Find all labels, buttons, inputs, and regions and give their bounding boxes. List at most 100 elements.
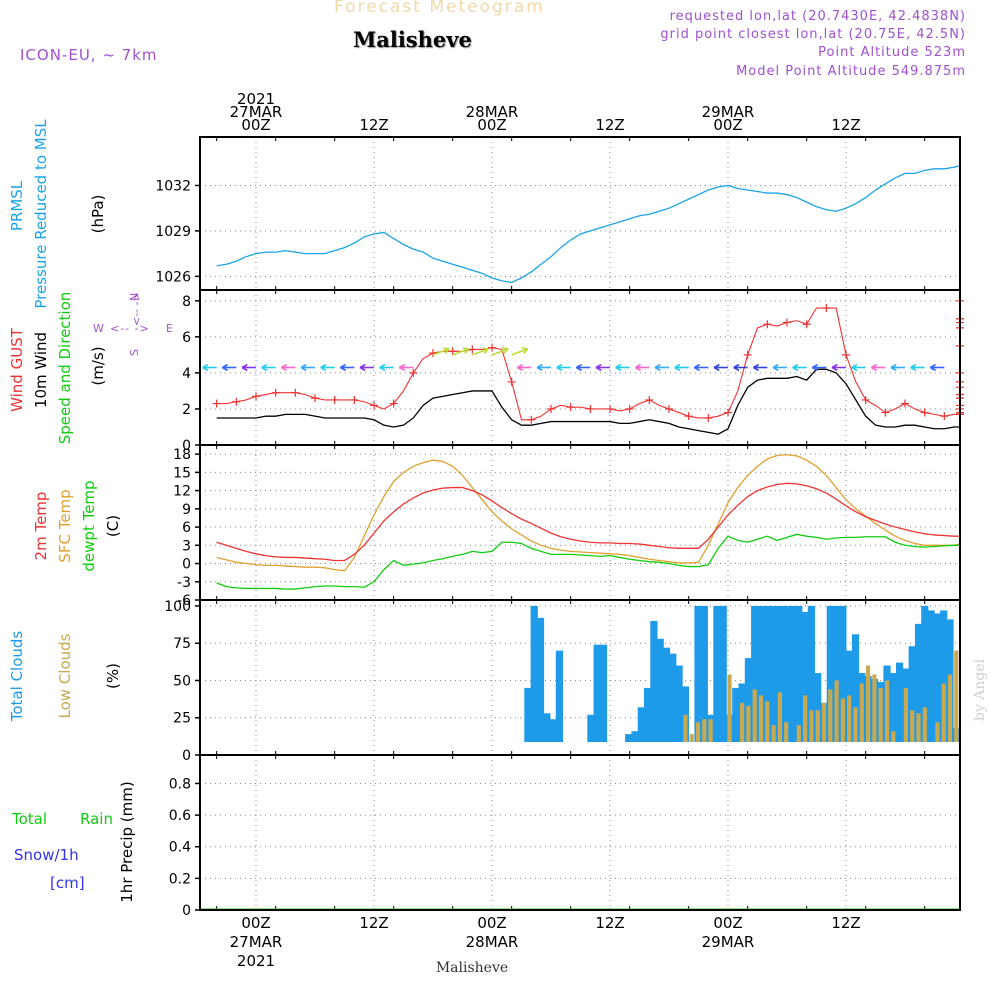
wind-direction-arrow: [929, 363, 945, 372]
total-cloud-bar: [555, 650, 563, 742]
low-cloud-bar: [746, 705, 751, 742]
wind-direction-arrow: [890, 363, 905, 372]
total-cloud-bar: [694, 605, 702, 742]
wind-arrow-shaft: [452, 348, 469, 356]
wind-direction-arrow: [398, 363, 414, 372]
low-cloud-bar: [941, 683, 946, 742]
pressure-label-short: PRMSL: [8, 180, 26, 231]
time-label-bottom: 12Z: [595, 914, 624, 932]
y-tick-label: 8: [182, 294, 191, 310]
wind-arrow-head: [442, 347, 450, 354]
y-tick-label: 0.4: [169, 840, 191, 856]
y-tick-label: 6: [182, 520, 191, 536]
low-cloud-bar: [859, 683, 864, 742]
low-cloud-bar: [758, 695, 764, 742]
gust-marker: [625, 404, 634, 413]
total-cloud-bar: [637, 707, 645, 742]
wind-direction-arrow: [615, 363, 630, 372]
wind-arrow-head: [792, 363, 799, 372]
total-clouds-axis-label: Total Clouds: [8, 631, 26, 723]
gust-marker: [940, 412, 949, 421]
gust-marker: [350, 395, 359, 404]
wind-direction-arrow: [634, 363, 650, 372]
total-cloud-bar: [801, 611, 809, 742]
total-cloud-bar: [927, 610, 935, 742]
y-tick-label: 12: [173, 484, 191, 500]
wind-direction-arrow: [733, 363, 748, 372]
low-cloud-bar: [809, 710, 814, 742]
time-label-top: 00Z: [713, 116, 742, 134]
low-cloud-bar: [922, 707, 927, 742]
low-cloud-bar: [891, 731, 896, 742]
total-cloud-bar: [896, 662, 904, 742]
gust-marker: [842, 350, 850, 359]
panel-frame-temperature: [199, 444, 961, 601]
compass-ew-arrow: <-- ->: [110, 322, 150, 335]
time-label-bottom: 00Z: [713, 914, 742, 932]
total-cloud-bar: [933, 613, 941, 742]
y-tick-label: 18: [173, 447, 191, 463]
time-label-top: 12Z: [359, 116, 388, 134]
total-cloud-bar: [631, 731, 639, 742]
grid-coords: grid point closest lon,lat (20.75E, 42.5…: [660, 27, 966, 42]
wind-arrow-head: [575, 363, 582, 372]
low-cloud-bar: [878, 687, 883, 742]
y-tick-label: 50: [173, 673, 191, 689]
wind-arrow-head: [516, 363, 523, 372]
low-cloud-bar: [828, 689, 833, 742]
wind-arrow-head: [280, 363, 287, 372]
gust-marker: [389, 399, 398, 408]
total-cloud-bar: [644, 687, 652, 742]
location-title: Malisheve: [353, 27, 472, 52]
wind-unit: (m/s): [89, 346, 107, 385]
y-tick-label: 15: [173, 465, 191, 481]
wind-direction-arrow: [516, 363, 532, 372]
wind-direction-arrow: [280, 363, 296, 372]
wind-direction-arrow: [674, 363, 689, 372]
total-cloud-bar: [807, 605, 815, 742]
point-altitude: Point Altitude 523m: [818, 45, 966, 60]
wind-direction-arrow: [831, 363, 846, 372]
total-cloud-bar: [776, 605, 784, 742]
gust-marker: [881, 408, 890, 417]
time-label-top: 12Z: [831, 116, 860, 134]
gust-marker: [920, 408, 929, 417]
wind-direction-arrow: [752, 363, 768, 372]
wind-direction-arrow: [536, 363, 551, 372]
y-tick-label: 0.2: [169, 871, 191, 887]
wind-arrow-head: [634, 363, 641, 372]
wind-direction-arrow: [432, 347, 450, 356]
total-cloud-bar: [921, 605, 929, 742]
wind-axis-label: 10m Wind: [32, 332, 50, 408]
wind-direction-arrow: [851, 363, 866, 372]
t2m-line: [216, 481, 961, 562]
low-cloud-bar: [834, 680, 839, 742]
total-cloud-bar: [700, 605, 708, 742]
wind-direction-arrow: [595, 363, 610, 372]
gust-marker: [547, 404, 555, 413]
gust-marker: [783, 318, 791, 327]
y-tick-label: -3: [177, 575, 191, 591]
wind-direction-arrow: [772, 363, 787, 372]
compass-n: N: [128, 293, 141, 301]
wind-arrow-head: [713, 363, 720, 372]
gust-marker: [724, 408, 732, 417]
wind-arrow-shaft: [511, 348, 528, 356]
gust-marker: [330, 395, 339, 404]
low-cloud-bar: [689, 734, 694, 742]
total-cloud-bar: [599, 644, 608, 742]
wind-arrow-head: [831, 363, 838, 372]
panel-clouds: 0 25 50 75 100: [164, 599, 960, 764]
time-label-bottom: 12Z: [831, 914, 860, 932]
low-cloud-bar: [840, 698, 845, 742]
wind-arrow-head: [654, 363, 661, 372]
wind-direction-arrow: [713, 363, 728, 372]
wind-arrow-head: [320, 363, 327, 372]
wind-direction-arrow: [221, 363, 237, 372]
wind-direction-arrow: [910, 363, 925, 372]
wind-direction-arrow: [320, 363, 335, 372]
wind-direction-arrow: [472, 347, 489, 356]
snow-label: Snow/1h: [14, 846, 79, 864]
total-cloud-bar: [788, 605, 797, 742]
total-cloud-bar: [826, 605, 834, 742]
